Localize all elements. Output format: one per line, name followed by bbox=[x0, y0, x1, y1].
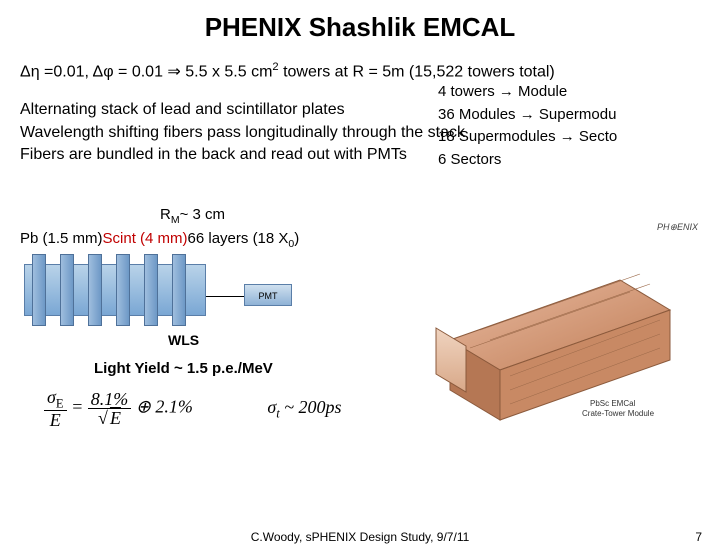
wls-label: WLS bbox=[168, 332, 199, 348]
pmt-connector-line bbox=[206, 296, 244, 297]
page-number: 7 bbox=[695, 530, 702, 544]
moliere-radius-label: RM~ 3 cm bbox=[160, 206, 225, 226]
subtitle-params: Δη =0.01, Δφ = 0.01 ⇒ 5.5 x 5.5 cm2 towe… bbox=[0, 43, 720, 81]
stack-bar bbox=[32, 254, 46, 326]
body-description: Alternating stack of lead and scintillat… bbox=[0, 81, 720, 166]
hierarchy-4: 6 Sectors bbox=[438, 149, 617, 172]
stack-bar bbox=[116, 254, 130, 326]
hierarchy-1: 4 towers → Module bbox=[438, 81, 617, 104]
time-resolution-formula: σt ~ 200ps bbox=[267, 397, 341, 422]
sigmaE-sqrt-arg: E bbox=[108, 408, 121, 428]
phenix-logo: PH⊕ENIX bbox=[657, 222, 698, 233]
footer-center: C.Woody, sPHENIX Design Study, 9/7/11 bbox=[251, 530, 470, 544]
pb-label: Pb (1.5 mm) bbox=[20, 230, 103, 247]
stack-bar bbox=[144, 254, 158, 326]
stack-bar bbox=[60, 254, 74, 326]
hierarchy-2: 36 Modules → Supermodu bbox=[438, 104, 617, 127]
detector-caption-1: PbSc EMCal bbox=[590, 399, 636, 408]
layers-label: 66 layers (18 X0) bbox=[188, 230, 300, 247]
scint-label: Scint (4 mm) bbox=[103, 230, 188, 247]
detector-caption-2: Crate-Tower Module bbox=[582, 409, 655, 418]
sigmaE-numerator: 8.1% bbox=[88, 390, 132, 409]
energy-resolution-formula: σEE = 8.1%√E ⊕ 2.1% bbox=[44, 388, 193, 429]
detector-diagram: PbSc EMCal Crate-Tower Module bbox=[390, 220, 700, 430]
module-hierarchy: 4 towers → Module 36 Modules → Supermodu… bbox=[438, 81, 617, 171]
layer-spec-row: Pb (1.5 mm)Scint (4 mm)66 layers (18 X0) bbox=[20, 230, 299, 250]
stack-bar bbox=[88, 254, 102, 326]
stack-bar bbox=[172, 254, 186, 326]
resolution-formulas: σEE = 8.1%√E ⊕ 2.1% σt ~ 200ps bbox=[44, 388, 341, 429]
page-title: PHENIX Shashlik EMCAL bbox=[0, 0, 720, 43]
light-yield-label: Light Yield ~ 1.5 p.e./MeV bbox=[94, 360, 273, 377]
pmt-box: PMT bbox=[244, 284, 292, 306]
hierarchy-3: 18 Supermodules → Secto bbox=[438, 126, 617, 149]
sigmaE-constant-term: ⊕ 2.1% bbox=[136, 397, 193, 417]
stack-diagram bbox=[24, 254, 206, 326]
